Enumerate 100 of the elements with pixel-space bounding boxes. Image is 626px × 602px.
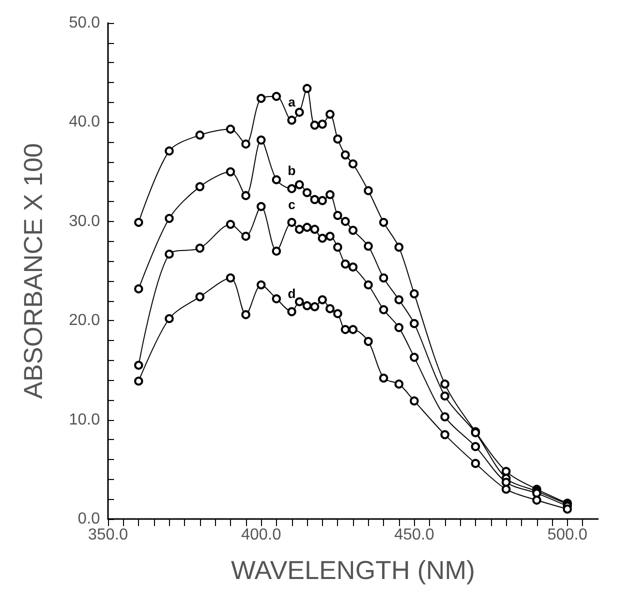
point	[440, 430, 450, 440]
y-tick-label: 40.0	[68, 114, 100, 131]
point	[326, 304, 335, 314]
point	[502, 466, 511, 476]
y-tick-label: 20.0	[68, 312, 100, 330]
point	[440, 412, 450, 422]
point	[379, 374, 388, 383]
point	[272, 175, 281, 184]
point	[562, 504, 572, 514]
x-tick-label: 450.0	[394, 526, 434, 544]
point	[226, 273, 235, 282]
point	[164, 250, 174, 259]
point	[440, 391, 450, 400]
point	[241, 310, 250, 320]
point	[302, 222, 312, 232]
point	[394, 380, 404, 389]
point	[226, 167, 235, 176]
point	[302, 84, 312, 93]
point	[164, 314, 174, 324]
point	[532, 496, 542, 505]
point	[256, 94, 266, 103]
point	[195, 182, 204, 192]
point	[134, 284, 144, 294]
point	[318, 234, 327, 243]
point	[348, 325, 358, 334]
point	[502, 484, 511, 494]
point	[287, 218, 296, 227]
point	[226, 220, 235, 229]
point	[394, 242, 404, 252]
y-tick-label: 10.0	[68, 411, 100, 428]
point	[195, 292, 204, 302]
point	[310, 120, 320, 130]
point	[272, 294, 281, 304]
point	[294, 180, 304, 190]
point	[379, 218, 388, 227]
point	[333, 242, 342, 252]
point	[340, 325, 350, 334]
point	[272, 246, 281, 256]
point	[340, 260, 350, 269]
point	[302, 188, 312, 198]
point	[256, 202, 266, 212]
y-tick-label: 30.0	[68, 212, 100, 230]
point	[333, 309, 342, 318]
point	[326, 232, 335, 241]
point	[256, 280, 266, 290]
point	[226, 124, 235, 134]
x-tick-label: 350.0	[88, 526, 128, 544]
point	[164, 146, 174, 156]
point	[272, 92, 281, 101]
point	[294, 108, 304, 117]
point	[333, 210, 342, 220]
point	[134, 218, 144, 227]
point	[326, 110, 335, 119]
point	[410, 396, 419, 406]
point	[502, 478, 511, 487]
point	[310, 195, 320, 204]
point	[326, 190, 335, 200]
point	[310, 302, 320, 312]
point	[241, 191, 250, 200]
point	[394, 323, 404, 332]
point	[134, 376, 144, 386]
series-label: c	[288, 196, 296, 212]
point	[241, 140, 250, 149]
point	[333, 134, 342, 144]
point	[294, 297, 304, 306]
series-label: a	[288, 94, 296, 110]
point	[302, 301, 312, 310]
point	[241, 232, 250, 241]
point	[471, 442, 480, 452]
point	[364, 186, 373, 196]
point	[310, 224, 320, 234]
point	[294, 224, 304, 234]
point	[287, 116, 296, 125]
point	[287, 307, 296, 316]
y-tick-label: 50.0	[68, 14, 100, 32]
point	[195, 244, 204, 253]
y-tick-label: 0.0	[78, 510, 100, 528]
point	[471, 458, 480, 468]
point	[287, 184, 296, 194]
point	[379, 305, 388, 314]
point	[364, 280, 373, 290]
point	[134, 360, 144, 370]
point	[348, 262, 358, 272]
point	[318, 196, 327, 206]
point	[340, 150, 350, 160]
point	[364, 336, 373, 346]
point	[318, 120, 327, 129]
point	[340, 216, 350, 226]
point	[410, 352, 419, 362]
point	[379, 273, 388, 282]
point	[318, 295, 327, 304]
point	[195, 130, 204, 140]
point	[256, 136, 266, 145]
point	[348, 226, 358, 235]
y-axis-title: ABSORBANCE X 100	[18, 143, 48, 399]
point	[164, 214, 174, 223]
point	[440, 380, 450, 389]
point	[364, 242, 373, 251]
point	[348, 159, 358, 168]
x-tick-label: 500.0	[547, 526, 588, 544]
